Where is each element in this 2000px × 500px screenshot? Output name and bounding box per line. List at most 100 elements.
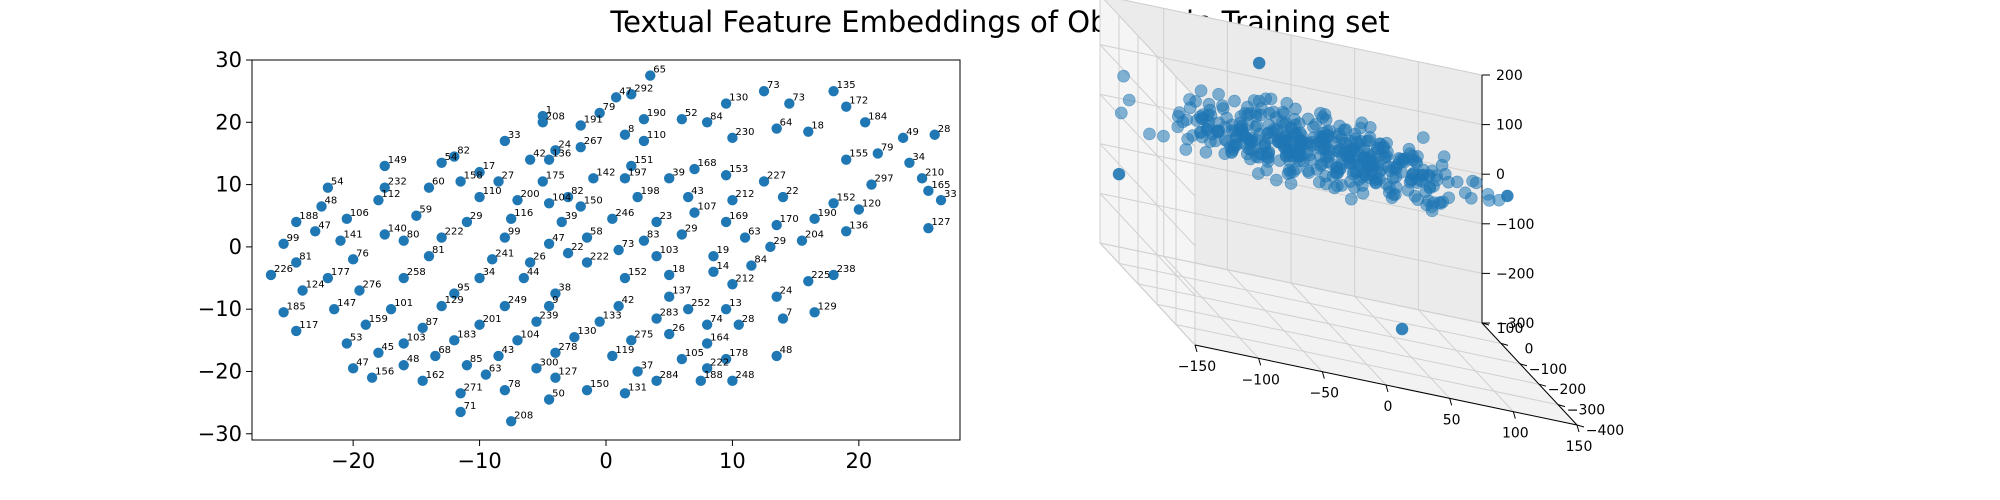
scatter-point [537, 176, 548, 187]
point-label: 152 [628, 267, 647, 278]
scatter-point [676, 353, 688, 365]
scatter-point [935, 194, 947, 206]
point-label: 201 [483, 314, 502, 325]
point-label: 159 [369, 314, 388, 325]
point-label: 103 [660, 245, 679, 256]
scatter-point [784, 98, 795, 109]
point-label: 197 [628, 167, 647, 178]
z3d-tick-label: 100 [1496, 118, 1523, 134]
point-label: 297 [875, 174, 894, 185]
scatter3d-point [1252, 56, 1266, 70]
scatter3d-point [1394, 152, 1408, 166]
point-label: 267 [584, 136, 603, 147]
point-label: 147 [337, 298, 356, 309]
scatter-point [265, 269, 277, 281]
scatter-point [771, 123, 782, 134]
scatter-point [328, 303, 340, 315]
scatter3d-point [1194, 126, 1208, 139]
scatter3d-point [1244, 106, 1257, 120]
point-label: 252 [691, 298, 710, 309]
scatter-point [651, 375, 662, 387]
point-label: 73 [622, 239, 635, 250]
scatter-point [638, 135, 650, 147]
point-label: 79 [603, 102, 616, 113]
scatter-point [828, 198, 839, 209]
point-label: 188 [299, 211, 318, 222]
scatter3d-point [1252, 167, 1265, 180]
scatter-point [727, 132, 738, 144]
scatter-point [512, 194, 523, 206]
scatter3d-point [1430, 173, 1444, 187]
scatter-point [809, 213, 820, 225]
point-label: 28 [742, 314, 755, 325]
point-label: 104 [552, 192, 571, 203]
point-label: 155 [849, 149, 868, 160]
scatter3d-point [1466, 174, 1479, 188]
x3d-tick-mark [1194, 344, 1198, 353]
scatter-point [727, 279, 738, 290]
y3d-tick-mark [1557, 404, 1566, 408]
grid-line [1099, 192, 1483, 274]
point-label: 130 [729, 93, 748, 104]
scatter3d-point [1437, 150, 1451, 164]
grid-line [1226, 269, 1323, 373]
point-label: 168 [698, 158, 717, 169]
scatter-point [758, 176, 770, 187]
point-label: 28 [938, 124, 951, 135]
scatter-point [664, 291, 675, 302]
scatter-point [809, 307, 820, 318]
point-label: 110 [483, 186, 502, 197]
point-label: 170 [780, 214, 799, 225]
point-label: 165 [931, 180, 950, 191]
point-label: 238 [837, 264, 856, 275]
scatter-point [449, 288, 460, 299]
point-label: 101 [394, 298, 413, 309]
scatter-point [455, 176, 466, 187]
scatter-point [771, 350, 782, 362]
point-label: 188 [704, 370, 723, 381]
y3d-tick-label: −100 [1529, 362, 1567, 378]
x3d-tick-mark [1512, 411, 1516, 419]
point-label: 7 [786, 308, 792, 319]
scatter-point [474, 166, 485, 178]
point-label: 71 [464, 401, 477, 412]
plot-frame-2d [251, 59, 961, 441]
point-label: 43 [502, 345, 515, 356]
z3d-tick-label: 0 [1496, 167, 1505, 183]
point-label: 158 [464, 170, 483, 181]
point-label: 82 [571, 186, 584, 197]
scatter3d-point [1501, 189, 1514, 203]
scatter-point [524, 257, 536, 268]
scatter-point [310, 226, 321, 237]
y3d-tick-mark [1500, 342, 1509, 346]
point-label: 54 [445, 152, 458, 163]
point-label: 42 [622, 295, 635, 306]
point-label: 65 [653, 65, 666, 76]
point-label: 140 [388, 223, 407, 234]
point-label: 26 [533, 251, 546, 262]
scatter3d-point [1289, 118, 1302, 132]
point-label: 271 [464, 382, 483, 393]
point-label: 76 [356, 248, 369, 259]
point-label: 53 [350, 332, 363, 343]
point-label: 52 [685, 108, 698, 119]
x3d-tick-mark [1258, 358, 1262, 366]
scatter-point [417, 375, 428, 387]
scatter3d-point [1416, 131, 1430, 144]
scatter-point [543, 154, 555, 165]
point-label: 225 [811, 270, 830, 281]
scatter-point [550, 347, 561, 358]
scatter-point [505, 213, 517, 225]
scatter-point [499, 384, 511, 396]
scatter-point [316, 201, 327, 212]
scatter3d-point [1413, 173, 1427, 187]
point-label: 258 [407, 267, 426, 278]
scatter-point [746, 260, 757, 271]
grid-line [1156, 303, 1540, 385]
scatter-point [474, 272, 485, 284]
scatter-point [499, 232, 511, 243]
point-label: 73 [792, 93, 805, 104]
scatter-point [322, 272, 334, 284]
point-label: 198 [641, 186, 660, 197]
